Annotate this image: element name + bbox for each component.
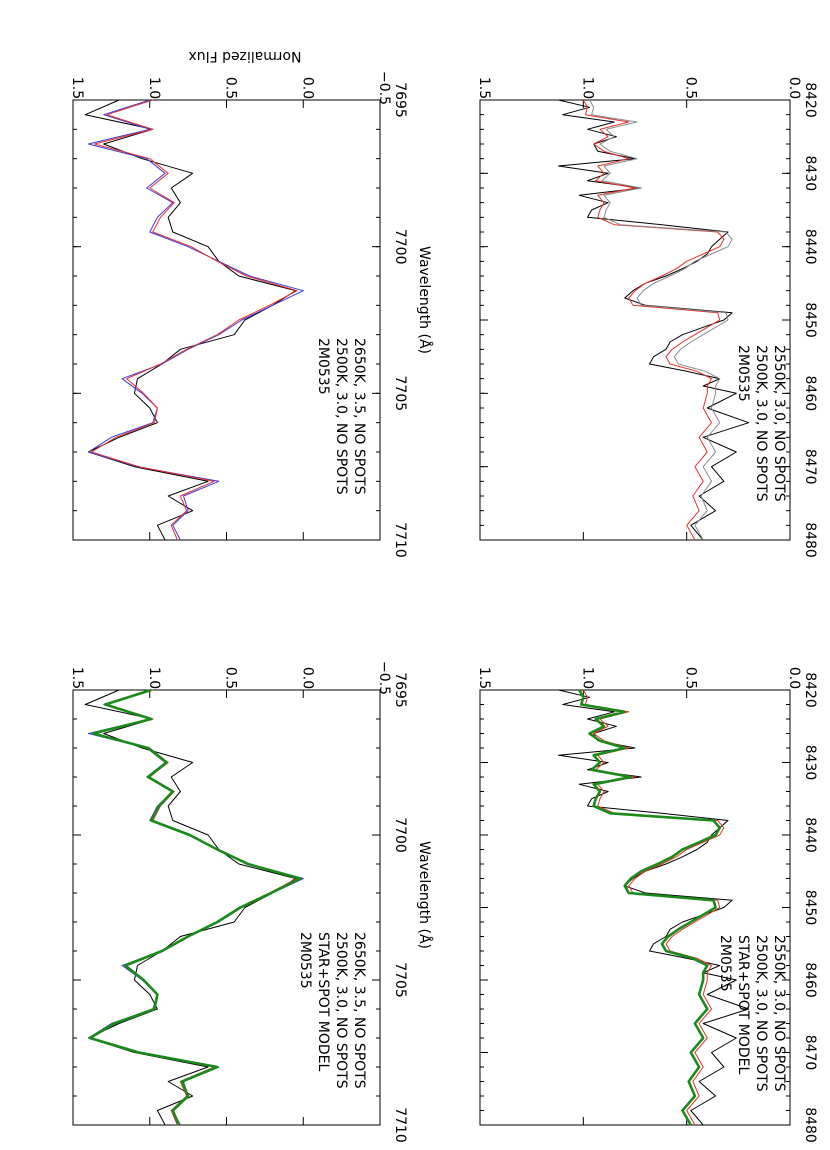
x-tick-label: 8430 [802,745,818,781]
y-tick-label: 0.5 [223,667,239,689]
x-tick-label: 7700 [392,229,408,265]
legend-entry: 2500K, 3.0, NO SPOTS [333,932,349,1089]
y-tick-label: 0.0 [299,77,315,99]
x-tick-label: 8450 [802,890,818,926]
x-tick-label: 7710 [392,522,408,558]
legend-entry: 2M0535 [717,935,733,992]
legend-entry: 2M0535 [735,345,751,402]
x-tick-label: 8480 [802,522,818,558]
y-tick-label: 1.5 [69,667,85,689]
y-tick-label: 1.0 [579,77,595,99]
x-tick-label: 8420 [802,82,818,118]
legend-entry: 2500K, 3.0, NO SPOTS [753,345,769,502]
x-tick-label: 7710 [392,1107,408,1143]
legend-entry: 2500K, 3.0, NO SPOTS [753,935,769,1092]
y-tick-label: 1.0 [146,667,162,689]
left-xlabel: Wavelength (Å) [416,246,433,354]
panel-4: 7695 7700 7705 7710 −0.5 0.0 0.5 1.0 1.5 2M0535 ST… [69,661,408,1143]
series-line-2650k-3-5-no-spots [90,689,298,1126]
x-tick-label: 8440 [802,229,818,265]
x-tick-label: 7705 [392,376,408,412]
legend-entry: 2550K, 3.0, NO SPOTS [771,345,787,502]
series-line-2m0535 [84,99,297,541]
y-tick-label: 0.5 [223,77,239,99]
x-tick-label: 8460 [802,962,818,998]
y-tick-label: 0.0 [786,667,802,689]
x-tick-label: 8440 [802,817,818,853]
series-line-star-spot-model [578,689,722,1126]
panel-3: 7695 7700 7705 7710 −0.5 0.0 0.5 1.0 1.5 2M0535 25… [69,71,408,558]
legend-entry: 2500K, 3.0, NO SPOTS [333,338,349,495]
legend-entry: STAR+SPOT MODEL [315,932,331,1071]
series-line-star-spot-model [88,688,302,1126]
right-xlabel: Wavelength (Å) [416,841,433,949]
legend-entry: STAR+SPOT MODEL [735,935,751,1074]
x-tick-label: 7700 [392,817,408,853]
panel-2: 8420 8430 8440 8450 8460 8470 8480 0.0 0.5 1.0 1.5… [476,667,818,1143]
y-tick-label: −0.5 [376,71,392,105]
legend-entry: 2550K, 3.0, NO SPOTS [771,935,787,1092]
left-ylabel: Normalized Flux [189,48,302,64]
series-line-2500k-3-0-no-spots [582,689,725,1126]
y-tick-label: 1.5 [69,77,85,99]
legend-entry: 2M0535 [315,338,331,395]
panel-1: 8420 8430 8440 8450 8460 8470 8480 0.0 0.5 1.0 1.5… [476,77,818,558]
x-tick-label: 8470 [802,449,818,485]
series-line-2m0535 [84,689,297,1126]
x-tick-label: 7705 [392,962,408,998]
x-tick-label: 7695 [392,82,408,118]
y-tick-label: 0.5 [683,77,699,99]
x-tick-label: 7695 [392,672,408,708]
series-line-2650k-3-5-no-spots [90,99,298,541]
y-tick-label: 0.0 [299,667,315,689]
series-line-2550k-3-0-no-spots [589,99,733,541]
y-tick-label: 1.0 [146,77,162,99]
series-line-2500k-3-0-no-spots [87,689,304,1126]
legend-entry: 2M0535 [297,932,313,989]
y-tick-label: 0.5 [683,667,699,689]
plot-frame [479,99,791,541]
y-tick-label: 1.5 [476,77,492,99]
series-line-2500k-3-0-no-spots [582,99,725,541]
legend-entry: 2650K, 3.5, NO SPOTS [351,338,367,495]
x-tick-label: 8430 [802,156,818,192]
x-tick-label: 8450 [802,302,818,338]
x-tick-label: 8460 [802,376,818,412]
y-tick-label: −0.5 [376,661,392,695]
x-tick-label: 8420 [802,672,818,708]
y-tick-label: 1.0 [579,667,595,689]
y-tick-label: 1.5 [476,667,492,689]
series-line-2500k-3-0-no-spots [87,99,304,541]
x-tick-label: 8470 [802,1035,818,1071]
y-tick-label: 0.0 [786,77,802,99]
x-tick-label: 8480 [802,1107,818,1143]
legend-entry: 2650K, 3.5, NO SPOTS [351,932,367,1089]
